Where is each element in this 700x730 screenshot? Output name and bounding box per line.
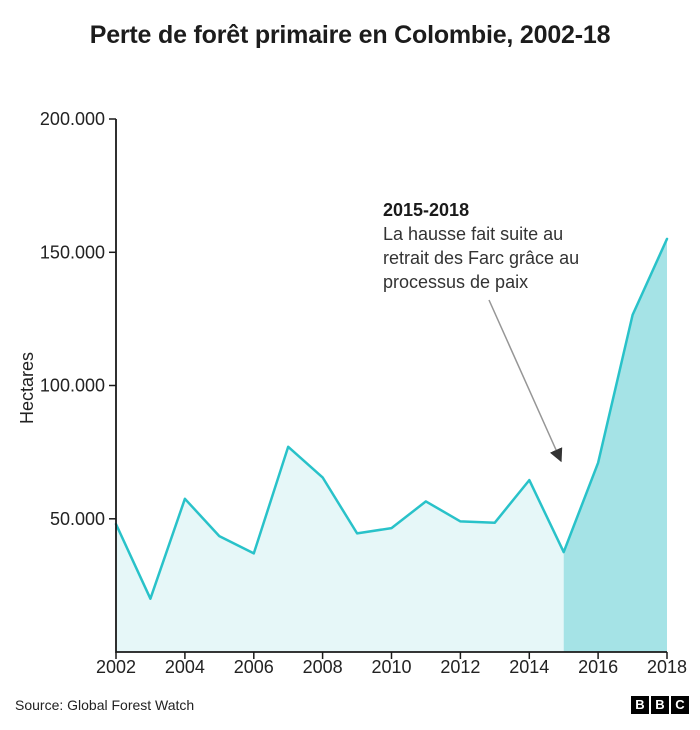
y-tick-label: 50.000 [50, 509, 105, 529]
chart-title: Perte de forêt primaire en Colombie, 200… [89, 21, 611, 49]
annotation-line: processus de paix [383, 272, 528, 292]
annotation-line: retrait des Farc grâce au [383, 248, 579, 268]
annotation-heading: 2015-2018 [383, 200, 469, 220]
plot-area: 50.000 100.000 150.000 200.000 2002 2004 2006 2… [40, 109, 687, 677]
x-tick-label: 2014 [509, 657, 549, 677]
x-tick-label: 2016 [578, 657, 618, 677]
data-line [114, 237, 669, 600]
annotation-line: La hausse fait suite au [383, 224, 563, 244]
x-tick-label: 2018 [647, 657, 687, 677]
x-tick-label: 2002 [96, 657, 136, 677]
y-tick-label: 200.000 [40, 109, 105, 129]
annotation-arrow [488, 299, 563, 463]
y-tick-label: 150.000 [40, 242, 105, 262]
x-tick-label: 2012 [440, 657, 480, 677]
area-fill-highlight [563, 238, 667, 652]
y-axis-label: Hectares [17, 352, 37, 424]
area-fill-light [116, 446, 564, 652]
bbc-logo-letter-b2: B [651, 696, 669, 714]
y-tick-label: 100.000 [40, 376, 105, 396]
bbc-logo: B B C [631, 696, 689, 714]
annotation: 2015-2018 La hausse fait suite au retrai… [383, 200, 579, 463]
x-tick-label: 2006 [234, 657, 274, 677]
x-tick-label: 2010 [371, 657, 411, 677]
source-credit: Source: Global Forest Watch [15, 697, 195, 713]
bbc-logo-letter-b1: B [631, 696, 649, 714]
bbc-logo-letter-c: C [671, 696, 689, 714]
x-tick-label: 2008 [303, 657, 343, 677]
x-tick-label: 2004 [165, 657, 205, 677]
